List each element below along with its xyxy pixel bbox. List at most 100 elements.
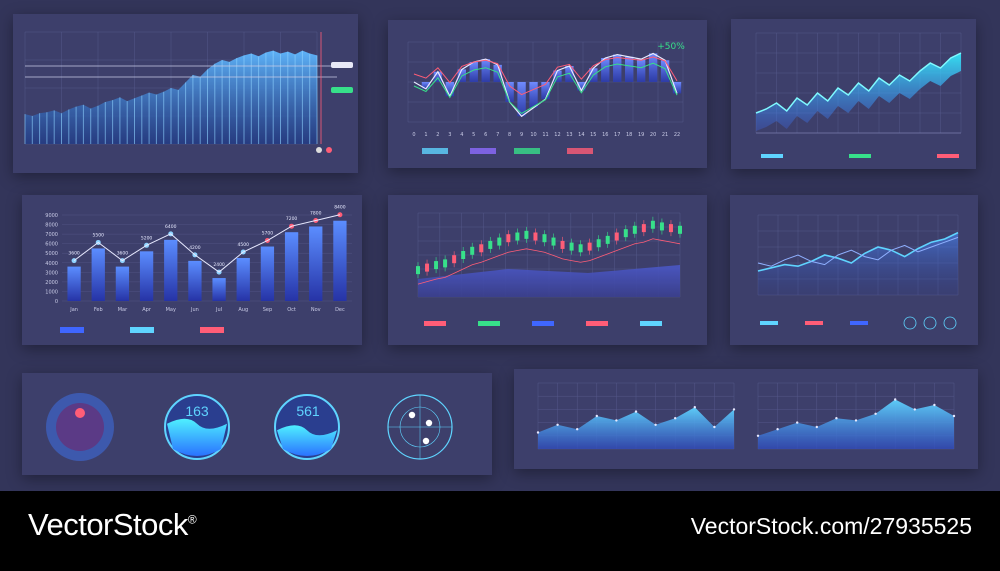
combo-bar [553, 70, 562, 82]
month-bar [284, 232, 299, 301]
trend-line [73, 214, 341, 273]
combo-bar [625, 56, 634, 82]
wave-line-panel [730, 195, 978, 345]
twin-area-point [654, 423, 657, 426]
legend-swatch [130, 327, 154, 333]
month-bar [333, 220, 347, 301]
bar-value-label: 8400 [334, 205, 346, 211]
legend-swatch [805, 321, 823, 325]
x-tick-label: Dec [335, 307, 345, 313]
x-tick-label: Jun [190, 307, 199, 313]
candle-body [587, 242, 592, 251]
candle-body [578, 244, 583, 253]
twin-area-point [674, 417, 677, 420]
bar-value-label: 7800 [310, 210, 322, 216]
gauge-wave [167, 418, 227, 456]
legend-swatch [760, 321, 778, 325]
candle-body [560, 240, 565, 249]
twin-area-point [854, 419, 858, 422]
legend-swatch [422, 148, 448, 154]
x-tick-label: 17 [614, 132, 620, 138]
legend-swatch [567, 148, 593, 154]
twin-area-point [874, 412, 877, 415]
brand-mark: ® [187, 512, 197, 527]
combo-bar [660, 60, 670, 82]
monthly-bar-chart: 0 1000 2000 3000 4000 5000 6000 7000 8000 9000 360… [45, 205, 352, 333]
y-tick-label: 8000 [45, 223, 58, 229]
twin-area-point [595, 414, 598, 418]
twin-area-point [576, 428, 579, 431]
y-tick-label: 7000 [45, 232, 58, 238]
twin-area-point [634, 410, 638, 413]
twin-area-point [556, 423, 559, 426]
candle-body [461, 251, 466, 259]
twin-area-point [776, 428, 779, 431]
monthly-bar-panel: 0 1000 2000 3000 4000 5000 6000 7000 8000 9000 360… [22, 195, 362, 345]
twin-area-point [615, 419, 618, 422]
bar-value-label: 5500 [93, 232, 105, 238]
combo-bar [601, 58, 610, 82]
radar-blip [422, 437, 430, 445]
candle-body [515, 232, 520, 241]
fox-icon [75, 408, 85, 418]
candle-body [650, 220, 655, 229]
candle-body [524, 230, 529, 239]
gauge-value-2: 561 [296, 403, 320, 419]
combo-bar [648, 53, 658, 82]
x-tick-label: 16 [602, 132, 608, 138]
combo-bar [445, 82, 455, 97]
twin-area-point [933, 403, 936, 407]
candle-body [416, 266, 420, 275]
candle-body [542, 234, 547, 243]
area-chart-panel-1 [13, 14, 358, 173]
month-bar [260, 246, 275, 301]
combo-bar [469, 62, 478, 82]
combo-bar [541, 82, 550, 100]
x-tick-label: 14 [578, 132, 584, 138]
twin-area-point [952, 414, 956, 418]
legend-swatch [424, 321, 446, 326]
candle-body [479, 244, 484, 253]
twin-area-1 [538, 407, 734, 449]
moving-average-red [417, 238, 681, 285]
combo-bar [421, 82, 431, 89]
legend-swatch [937, 154, 959, 158]
legend-swatch [200, 327, 224, 333]
bar-value-label: 4500 [238, 242, 250, 248]
twin-area-point [913, 408, 916, 411]
y-tick-label: 4000 [45, 261, 58, 267]
brand-text: VectorStock [28, 507, 188, 542]
legend-swatch [60, 327, 84, 333]
month-bar [236, 258, 250, 301]
candle-body [569, 242, 574, 251]
month-bar [67, 266, 81, 301]
brand-logo: VectorStock® [28, 507, 197, 543]
radar-blip [408, 411, 416, 419]
y-tick-label: 9000 [45, 213, 58, 219]
candle-body [623, 229, 628, 238]
month-bar [139, 251, 154, 301]
month-bar [188, 260, 202, 301]
twin-area-point [756, 434, 760, 437]
combo-bar [613, 54, 622, 82]
x-tick-label: 13 [566, 132, 572, 138]
glow-area-panel [731, 19, 976, 169]
twin-area-point [796, 421, 799, 424]
brand-url: VectorStock.com/27935525 [690, 513, 972, 539]
x-tick-label: May [166, 307, 176, 313]
value-tag [331, 62, 353, 68]
area-chart-1 [24, 31, 353, 153]
legend-swatch [478, 321, 500, 326]
combo-bar [636, 59, 646, 82]
legend-swatch [849, 154, 871, 158]
x-tick-label: Sep [263, 307, 272, 313]
wave-line-2 [757, 236, 959, 267]
combo-bar [529, 82, 538, 108]
candle-body [470, 246, 475, 255]
x-tick-label: 2 [436, 132, 439, 138]
candle-body [506, 234, 511, 243]
combo-bar [505, 82, 514, 102]
bar-value-label: 4200 [189, 245, 201, 251]
y-tick-label: 2000 [45, 280, 58, 286]
candle-body [497, 237, 502, 246]
